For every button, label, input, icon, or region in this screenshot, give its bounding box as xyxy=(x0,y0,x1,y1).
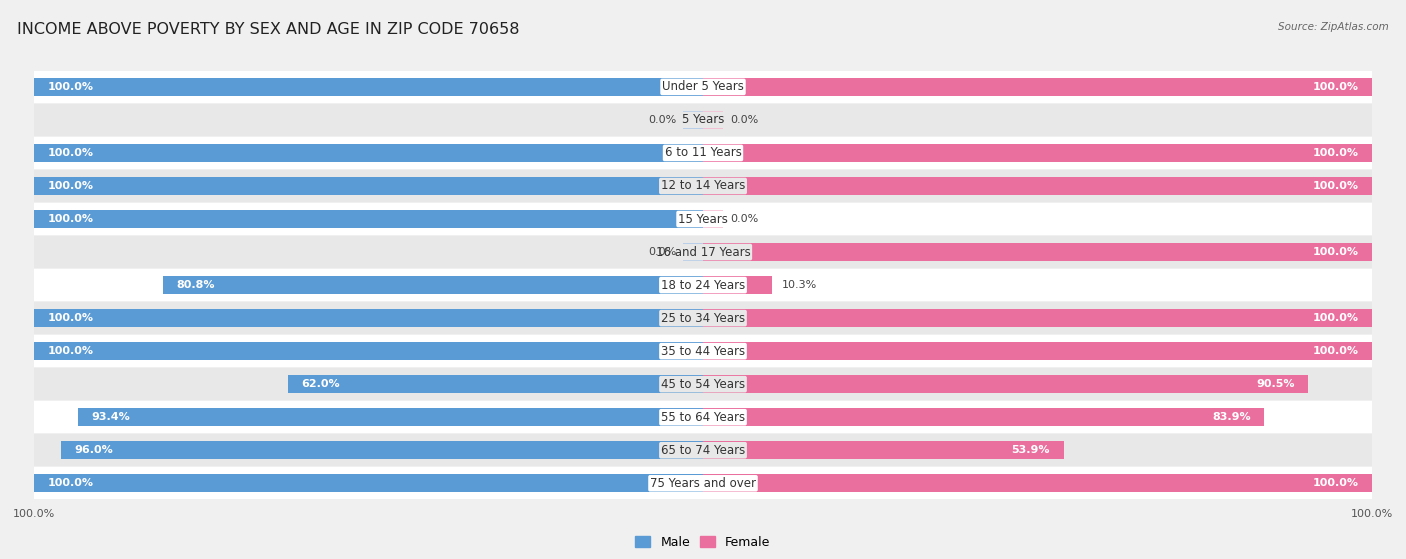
Bar xyxy=(703,309,1372,327)
Text: 100.0%: 100.0% xyxy=(48,181,94,191)
Bar xyxy=(683,243,703,261)
Bar xyxy=(703,375,1309,394)
Bar xyxy=(34,269,1372,301)
Text: 90.5%: 90.5% xyxy=(1257,379,1295,389)
Text: 100.0%: 100.0% xyxy=(48,479,94,488)
Text: 0.0%: 0.0% xyxy=(648,247,676,257)
Bar xyxy=(34,170,1372,202)
Text: INCOME ABOVE POVERTY BY SEX AND AGE IN ZIP CODE 70658: INCOME ABOVE POVERTY BY SEX AND AGE IN Z… xyxy=(17,22,519,37)
Text: 53.9%: 53.9% xyxy=(1012,446,1050,455)
Text: 83.9%: 83.9% xyxy=(1212,412,1251,422)
Text: 100.0%: 100.0% xyxy=(48,148,94,158)
Bar xyxy=(34,78,703,96)
Bar xyxy=(703,474,1372,492)
Text: 16 and 17 Years: 16 and 17 Years xyxy=(655,245,751,259)
Bar xyxy=(34,177,703,195)
Text: 35 to 44 Years: 35 to 44 Years xyxy=(661,345,745,358)
Text: 100.0%: 100.0% xyxy=(1312,346,1358,356)
Bar xyxy=(34,203,1372,235)
Text: 96.0%: 96.0% xyxy=(75,446,112,455)
Bar xyxy=(683,111,703,129)
Bar xyxy=(79,408,703,427)
Bar xyxy=(34,210,703,228)
Bar xyxy=(34,236,1372,268)
Text: 0.0%: 0.0% xyxy=(730,115,758,125)
Text: 100.0%: 100.0% xyxy=(1312,479,1358,488)
Text: 10.3%: 10.3% xyxy=(782,280,817,290)
Bar xyxy=(34,368,1372,400)
Text: Source: ZipAtlas.com: Source: ZipAtlas.com xyxy=(1278,22,1389,32)
Text: 93.4%: 93.4% xyxy=(91,412,131,422)
Bar xyxy=(34,342,703,360)
Bar xyxy=(60,441,703,459)
Text: 5 Years: 5 Years xyxy=(682,113,724,126)
Bar xyxy=(703,243,1372,261)
Legend: Male, Female: Male, Female xyxy=(630,530,776,553)
Text: 62.0%: 62.0% xyxy=(302,379,340,389)
Text: 100.0%: 100.0% xyxy=(48,82,94,92)
Text: 100.0%: 100.0% xyxy=(1312,247,1358,257)
Text: 100.0%: 100.0% xyxy=(1312,82,1358,92)
Text: 6 to 11 Years: 6 to 11 Years xyxy=(665,146,741,159)
Text: 55 to 64 Years: 55 to 64 Years xyxy=(661,411,745,424)
Text: 0.0%: 0.0% xyxy=(730,214,758,224)
Bar xyxy=(34,137,1372,169)
Bar xyxy=(703,210,723,228)
Bar xyxy=(34,467,1372,499)
Text: 100.0%: 100.0% xyxy=(48,214,94,224)
Bar xyxy=(34,104,1372,136)
Text: 75 Years and over: 75 Years and over xyxy=(650,477,756,490)
Bar xyxy=(703,276,772,294)
Bar xyxy=(34,309,703,327)
Bar xyxy=(288,375,703,394)
Text: 100.0%: 100.0% xyxy=(1312,181,1358,191)
Bar xyxy=(703,441,1063,459)
Text: 12 to 14 Years: 12 to 14 Years xyxy=(661,179,745,192)
Bar xyxy=(34,144,703,162)
Text: 0.0%: 0.0% xyxy=(648,115,676,125)
Text: 65 to 74 Years: 65 to 74 Years xyxy=(661,444,745,457)
Text: 100.0%: 100.0% xyxy=(48,346,94,356)
Text: 100.0%: 100.0% xyxy=(1312,148,1358,158)
Bar xyxy=(34,474,703,492)
Bar xyxy=(703,408,1264,427)
Text: 15 Years: 15 Years xyxy=(678,212,728,225)
Text: 100.0%: 100.0% xyxy=(1312,313,1358,323)
Bar xyxy=(703,111,723,129)
Bar xyxy=(163,276,703,294)
Text: 80.8%: 80.8% xyxy=(176,280,215,290)
Bar xyxy=(703,78,1372,96)
Bar xyxy=(703,177,1372,195)
Bar xyxy=(703,342,1372,360)
Bar xyxy=(34,434,1372,466)
Bar xyxy=(34,71,1372,103)
Bar xyxy=(703,144,1372,162)
Bar xyxy=(34,335,1372,367)
Bar xyxy=(34,302,1372,334)
Text: 100.0%: 100.0% xyxy=(48,313,94,323)
Text: 25 to 34 Years: 25 to 34 Years xyxy=(661,311,745,325)
Bar xyxy=(34,401,1372,433)
Text: Under 5 Years: Under 5 Years xyxy=(662,80,744,93)
Text: 45 to 54 Years: 45 to 54 Years xyxy=(661,378,745,391)
Text: 18 to 24 Years: 18 to 24 Years xyxy=(661,278,745,292)
